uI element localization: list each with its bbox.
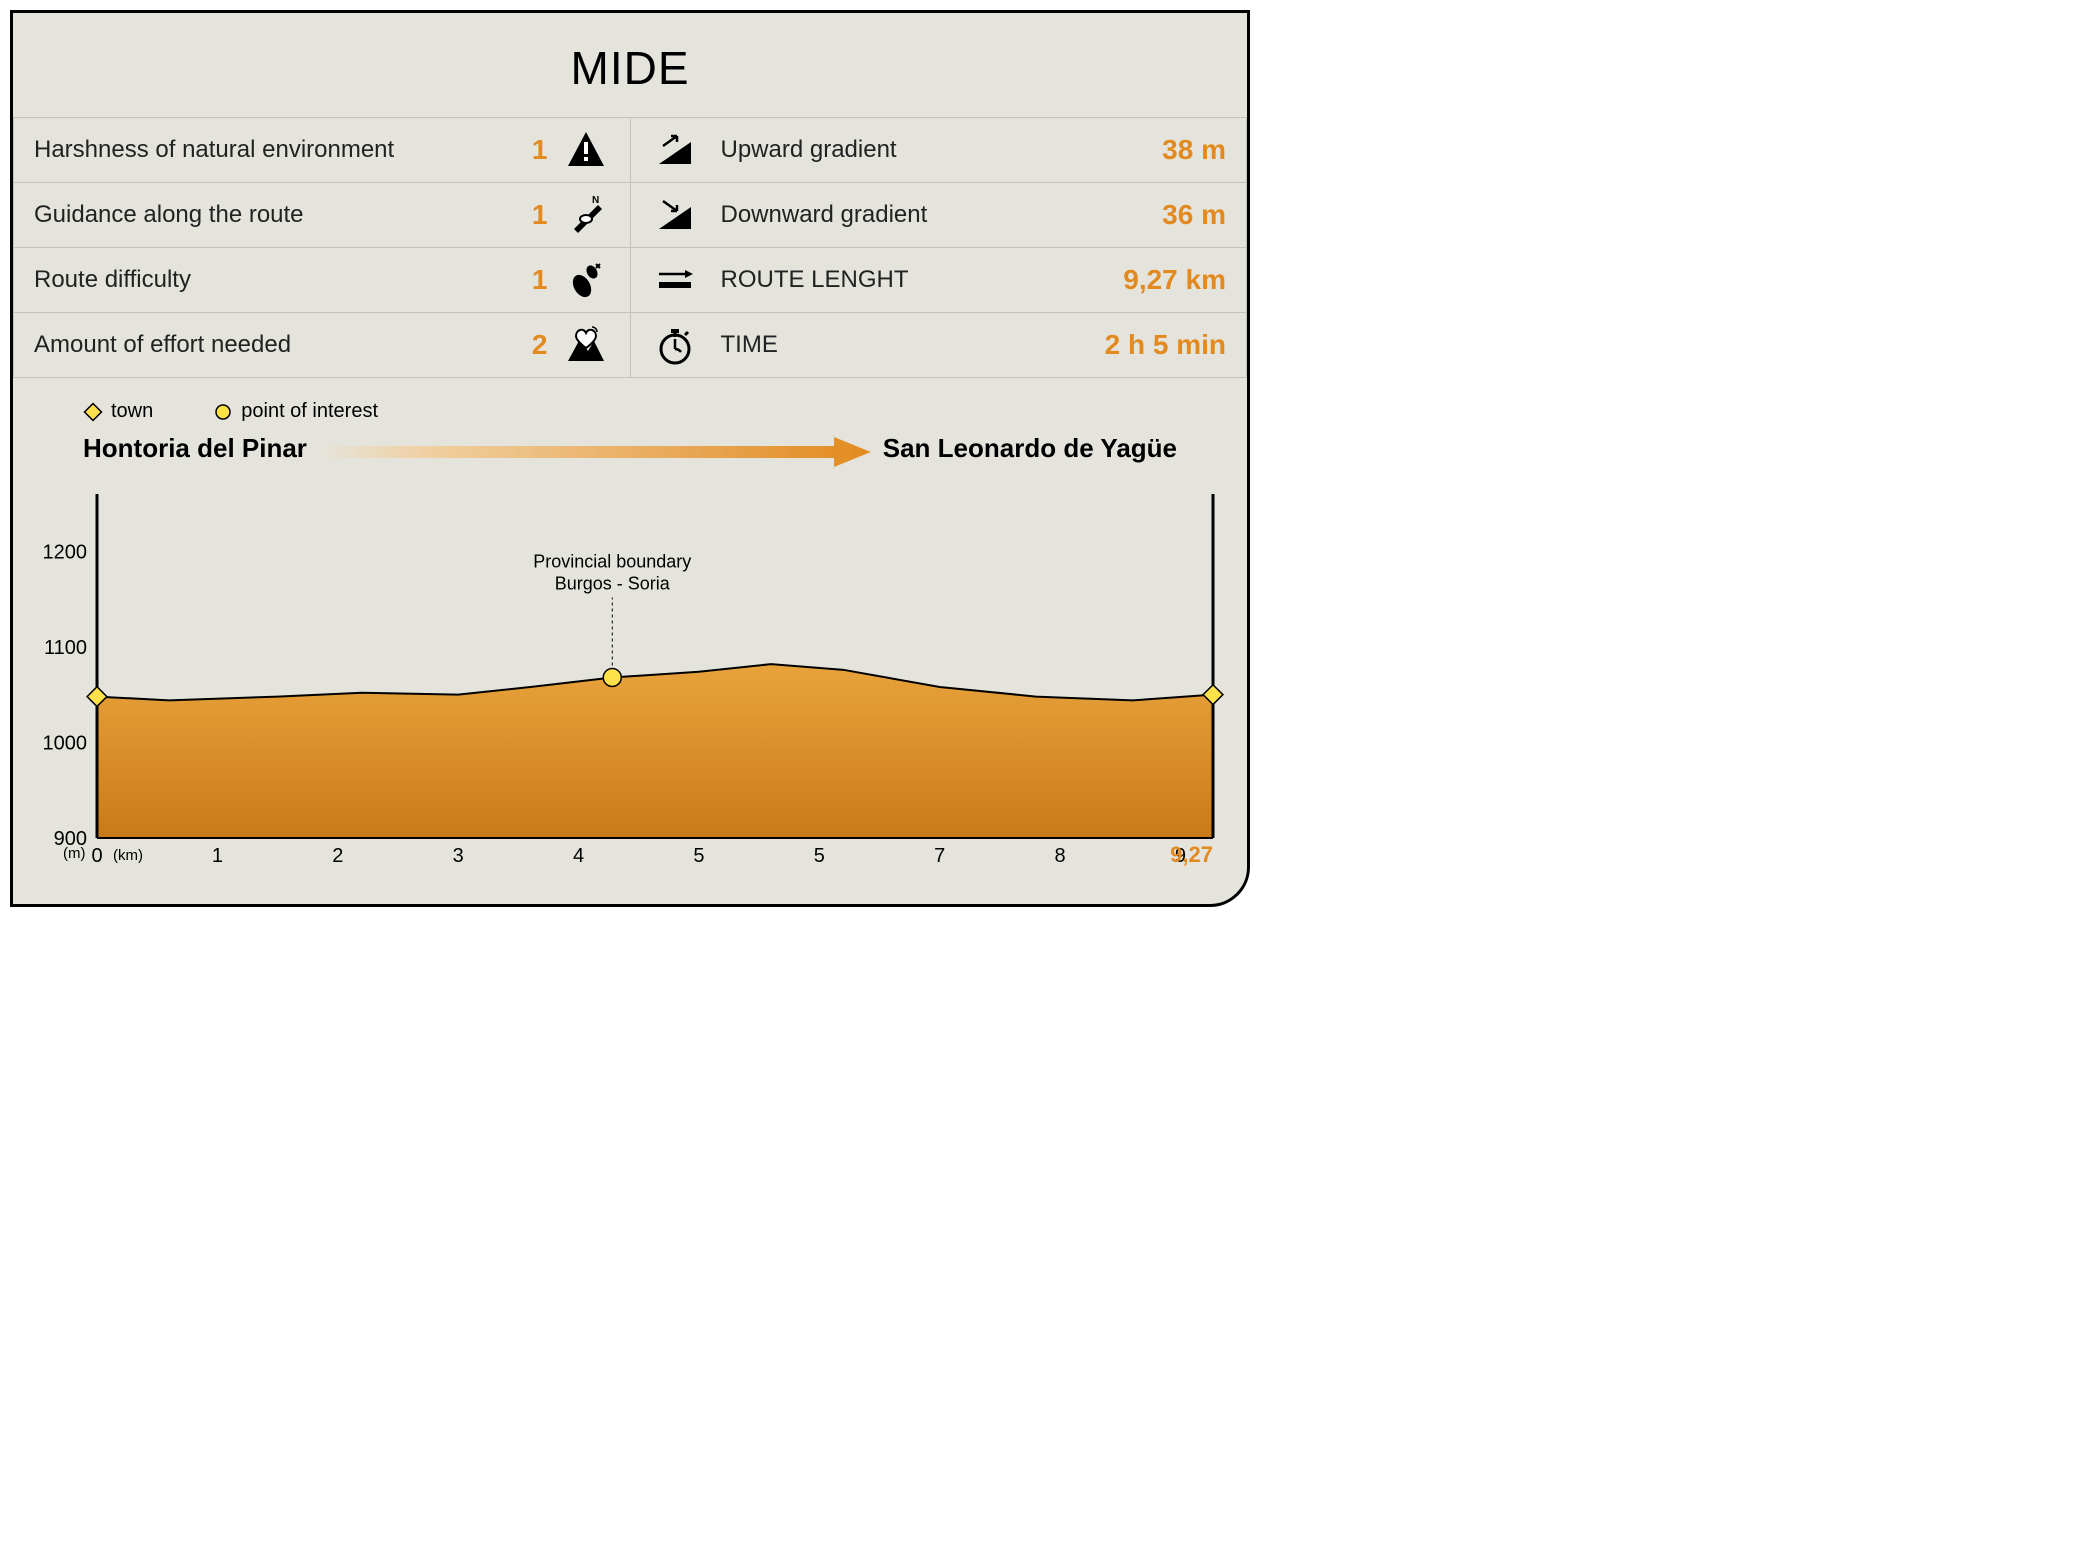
svg-text:1200: 1200 xyxy=(43,541,88,563)
metric-left-value: 1 xyxy=(522,264,548,296)
svg-text:N: N xyxy=(592,195,599,206)
svg-text:3: 3 xyxy=(453,845,464,867)
metric-left-2: Route difficulty 1 xyxy=(14,248,631,313)
metric-left-1: Guidance along the route 1 N xyxy=(14,183,631,248)
elevation-chart-svg: 900100011001200(m)01234557899,27(km)Prov… xyxy=(33,484,1233,874)
card-title: MIDE xyxy=(13,13,1247,117)
up-gradient-icon xyxy=(651,128,699,172)
svg-text:1000: 1000 xyxy=(43,732,88,754)
metric-right-label: ROUTE LENGHT xyxy=(721,266,1063,294)
metric-left-value: 1 xyxy=(522,199,548,231)
metric-left-3: Amount of effort needed 2 xyxy=(14,313,631,378)
legend-poi: point of interest xyxy=(213,400,378,423)
svg-text:Burgos - Soria: Burgos - Soria xyxy=(555,573,671,593)
svg-text:5: 5 xyxy=(693,845,704,867)
metric-left-label: Guidance along the route xyxy=(34,201,508,229)
svg-text:1100: 1100 xyxy=(44,637,87,659)
stopwatch-icon xyxy=(651,323,699,367)
down-gradient-icon xyxy=(651,193,699,237)
metric-left-value: 2 xyxy=(522,329,548,361)
legend: town point of interest xyxy=(13,378,1247,429)
svg-text:1: 1 xyxy=(212,845,223,867)
mide-card: MIDE Harshness of natural environment 1 … xyxy=(10,10,1250,907)
legend-poi-label: point of interest xyxy=(241,400,378,423)
route-start: Hontoria del Pinar xyxy=(83,433,307,464)
svg-text:7: 7 xyxy=(934,845,945,867)
legend-town: town xyxy=(83,400,153,423)
svg-text:4: 4 xyxy=(573,845,584,867)
metric-right-label: Downward gradient xyxy=(721,201,1063,229)
metric-right-2: ROUTE LENGHT 9,27 km xyxy=(630,248,1247,313)
metric-right-label: Upward gradient xyxy=(721,136,1063,164)
metric-right-3: TIME 2 h 5 min xyxy=(630,313,1247,378)
heart-mountain-icon xyxy=(562,323,610,367)
metric-left-0: Harshness of natural environment 1 xyxy=(14,118,631,183)
svg-text:0: 0 xyxy=(91,845,102,867)
footprint-icon xyxy=(562,258,610,302)
metric-right-value: 9,27 km xyxy=(1076,264,1226,296)
metric-right-label: TIME xyxy=(721,331,1063,359)
metric-left-label: Harshness of natural environment xyxy=(34,136,508,164)
circle-icon xyxy=(213,402,233,422)
route-arrow xyxy=(319,435,871,463)
legend-town-label: town xyxy=(111,400,153,423)
metric-right-value: 38 m xyxy=(1076,134,1226,166)
svg-text:5: 5 xyxy=(814,845,825,867)
compass-icon: N xyxy=(562,193,610,237)
metric-right-0: Upward gradient 38 m xyxy=(630,118,1247,183)
metrics-table: Harshness of natural environment 1 Upwar… xyxy=(13,117,1247,378)
metric-left-label: Amount of effort needed xyxy=(34,331,508,359)
diamond-icon xyxy=(83,402,103,422)
svg-text:Provincial boundary: Provincial boundary xyxy=(533,551,691,571)
metric-left-label: Route difficulty xyxy=(34,266,508,294)
route-end: San Leonardo de Yagüe xyxy=(883,433,1177,464)
warning-triangle-icon xyxy=(562,128,610,172)
svg-text:2: 2 xyxy=(332,845,343,867)
metric-right-value: 36 m xyxy=(1076,199,1226,231)
metric-right-1: Downward gradient 36 m xyxy=(630,183,1247,248)
metric-right-value: 2 h 5 min xyxy=(1076,329,1226,361)
route-row: Hontoria del Pinar San Leonardo de Yagüe xyxy=(13,429,1247,474)
elevation-chart: 900100011001200(m)01234557899,27(km)Prov… xyxy=(13,474,1247,904)
route-length-icon xyxy=(651,258,699,302)
svg-text:(m): (m) xyxy=(63,845,86,862)
svg-text:9,27: 9,27 xyxy=(1170,842,1213,867)
svg-text:8: 8 xyxy=(1055,845,1066,867)
svg-text:(km): (km) xyxy=(113,847,143,864)
metric-left-value: 1 xyxy=(522,134,548,166)
